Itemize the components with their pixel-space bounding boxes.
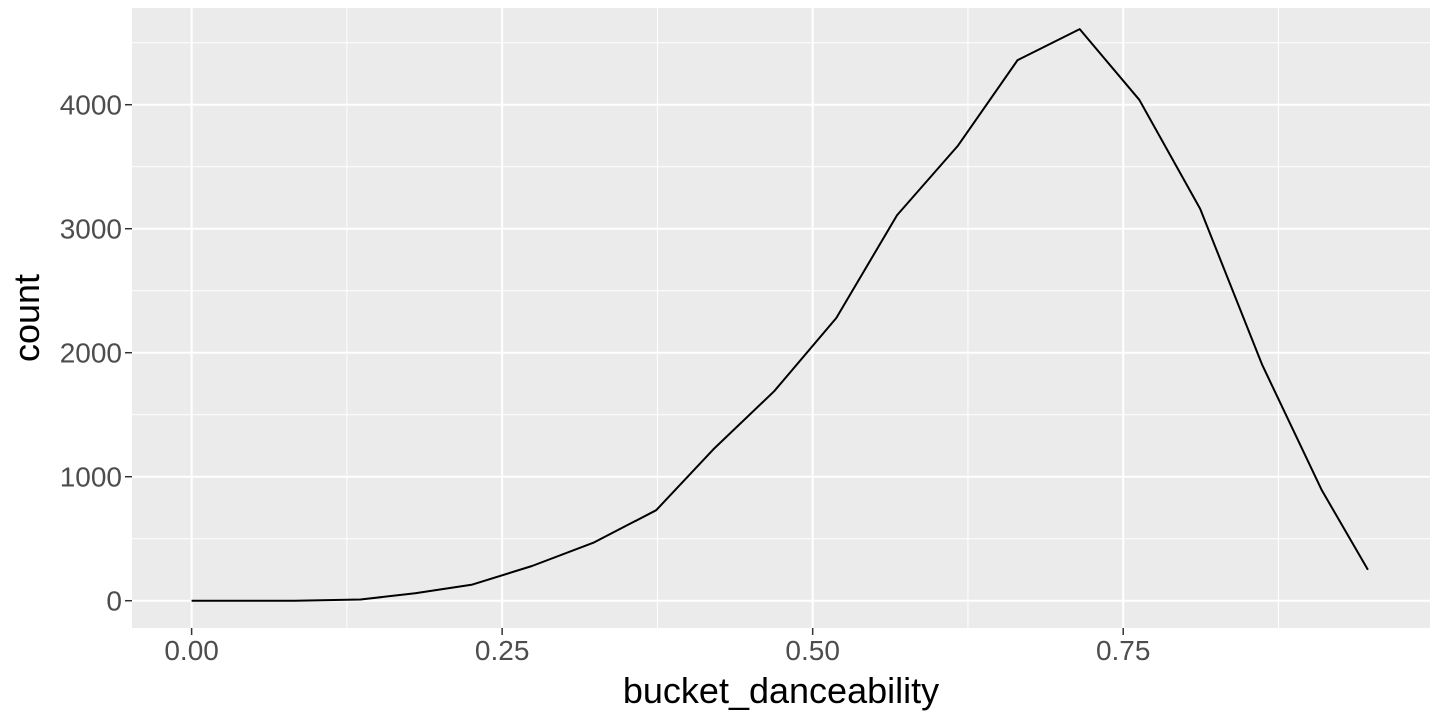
y-tick-label: 4000 — [60, 90, 122, 121]
y-tick-labels: 0 1000 2000 3000 4000 — [60, 90, 122, 617]
x-axis-title: bucket_danceability — [623, 670, 939, 711]
y-tick-label: 0 — [106, 586, 122, 617]
series-line — [191, 28, 1369, 602]
x-tick-label: 0.75 — [1096, 635, 1151, 666]
x-tick-label: 0.00 — [164, 635, 219, 666]
x-tick-labels: 0.00 0.25 0.50 0.75 — [164, 635, 1150, 666]
y-tick-label: 3000 — [60, 214, 122, 245]
minor-gridlines — [132, 8, 1430, 628]
y-axis-title: count — [6, 274, 47, 362]
panel-background — [132, 8, 1430, 628]
y-tick-label: 2000 — [60, 338, 122, 369]
y-tick-label: 1000 — [60, 462, 122, 493]
axis-ticks — [125, 103, 1124, 635]
x-tick-label: 0.25 — [475, 635, 530, 666]
x-tick-label: 0.50 — [785, 635, 840, 666]
